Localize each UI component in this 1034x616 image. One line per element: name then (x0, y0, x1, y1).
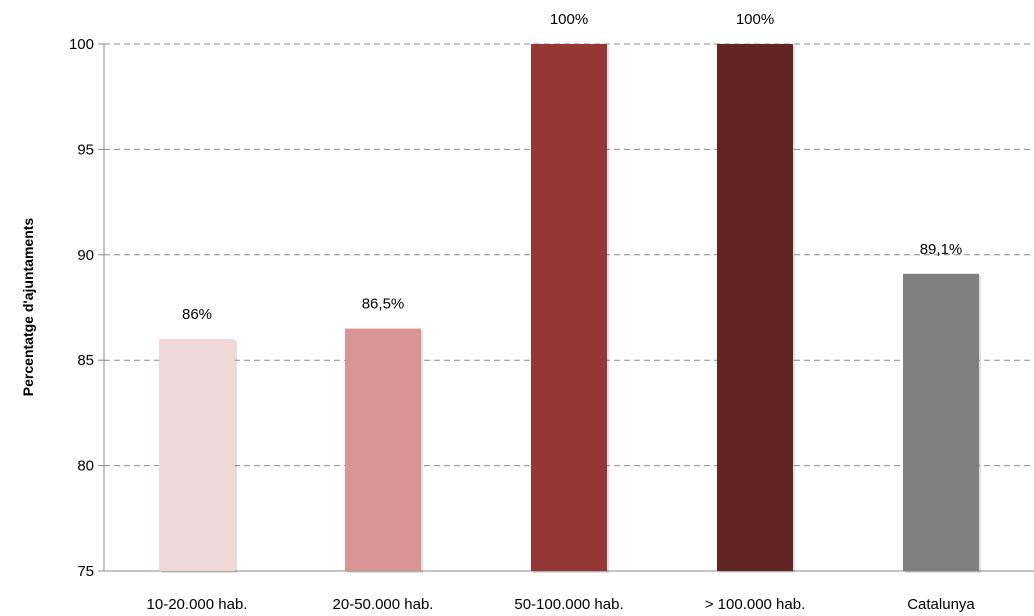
data-label: 100% (736, 11, 774, 28)
data-labels: 86% 86,5% 100% 100% 89,1% (182, 11, 962, 323)
category-label: 20-50.000 hab. (333, 596, 434, 613)
y-tick-label: 100 (69, 36, 94, 53)
y-tick-labels: 75 80 85 90 95 100 (69, 36, 94, 580)
y-axis-label: Percentatge d'ajuntaments (20, 218, 36, 397)
bar (159, 339, 235, 571)
bar (903, 273, 979, 571)
y-tick-label: 95 (77, 141, 94, 158)
bar (717, 44, 793, 571)
data-label: 89,1% (920, 241, 963, 258)
category-label: Catalunya (907, 596, 975, 613)
data-label: 100% (550, 11, 588, 28)
data-label: 86% (182, 306, 212, 323)
bar (531, 44, 607, 571)
y-tick-label: 85 (77, 352, 94, 369)
y-tick-label: 90 (77, 247, 94, 264)
category-labels: 10-20.000 hab. 20-50.000 hab. 50-100.000 h… (147, 596, 976, 613)
y-tick-label: 75 (77, 563, 94, 580)
category-label: 10-20.000 hab. (147, 596, 248, 613)
category-label: 50-100.000 hab. (514, 596, 623, 613)
data-label: 86,5% (362, 296, 405, 313)
category-label: > 100.000 hab. (705, 596, 806, 613)
bars (159, 44, 981, 573)
bar (345, 328, 421, 571)
y-tick-label: 80 (77, 458, 94, 475)
